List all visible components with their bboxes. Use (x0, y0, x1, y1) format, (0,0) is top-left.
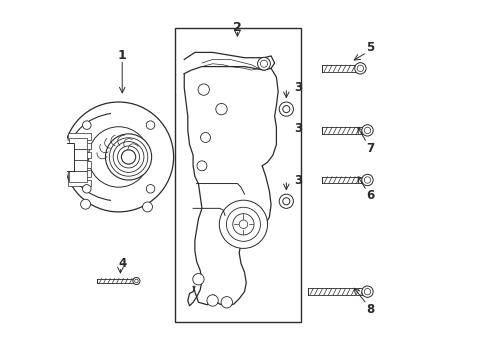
Bar (68, 180, 90, 186)
Circle shape (81, 199, 90, 209)
Circle shape (364, 127, 370, 134)
Circle shape (364, 177, 370, 183)
Bar (68, 152, 90, 158)
Bar (69, 149, 87, 160)
Circle shape (51, 137, 58, 144)
Circle shape (356, 65, 363, 72)
Circle shape (48, 134, 61, 147)
Circle shape (239, 220, 247, 229)
Circle shape (117, 146, 139, 168)
Circle shape (361, 286, 372, 297)
Circle shape (63, 102, 173, 212)
Circle shape (232, 214, 254, 235)
Text: 5: 5 (366, 41, 374, 54)
Circle shape (146, 121, 155, 129)
Circle shape (257, 57, 270, 70)
Circle shape (361, 125, 372, 136)
Text: 2: 2 (233, 21, 241, 34)
Circle shape (282, 105, 289, 113)
Circle shape (82, 121, 91, 129)
Circle shape (361, 174, 372, 186)
Text: 3: 3 (294, 174, 302, 186)
Circle shape (192, 274, 203, 285)
Text: 1: 1 (118, 49, 126, 62)
Circle shape (109, 138, 147, 176)
Circle shape (134, 279, 138, 283)
Bar (175, 28, 301, 322)
Bar (68, 170, 90, 177)
Circle shape (354, 63, 366, 74)
Bar (68, 143, 90, 149)
Bar (60, 143, 74, 171)
Circle shape (364, 288, 370, 295)
Text: 4: 4 (118, 257, 126, 270)
Text: 6: 6 (366, 189, 374, 202)
Circle shape (226, 207, 260, 241)
Circle shape (142, 202, 152, 212)
Circle shape (105, 134, 151, 180)
Circle shape (113, 141, 143, 172)
Bar (69, 138, 87, 149)
Bar (69, 160, 87, 171)
Bar (69, 171, 87, 182)
Circle shape (260, 60, 267, 67)
Circle shape (88, 127, 148, 187)
Circle shape (133, 278, 140, 284)
Text: 7: 7 (366, 141, 374, 154)
Text: 8: 8 (366, 303, 374, 316)
Circle shape (215, 103, 226, 115)
Text: 3: 3 (294, 81, 302, 94)
Bar (68, 133, 90, 140)
Circle shape (221, 297, 232, 308)
Circle shape (121, 150, 136, 164)
Circle shape (206, 295, 218, 306)
Circle shape (282, 198, 289, 205)
Circle shape (279, 194, 293, 208)
Circle shape (279, 102, 293, 116)
Circle shape (219, 200, 267, 248)
Bar (68, 161, 90, 168)
Circle shape (200, 132, 210, 143)
Circle shape (146, 185, 155, 193)
Circle shape (198, 84, 209, 95)
Text: 3: 3 (294, 122, 302, 135)
Circle shape (82, 185, 91, 193)
Circle shape (197, 161, 206, 171)
